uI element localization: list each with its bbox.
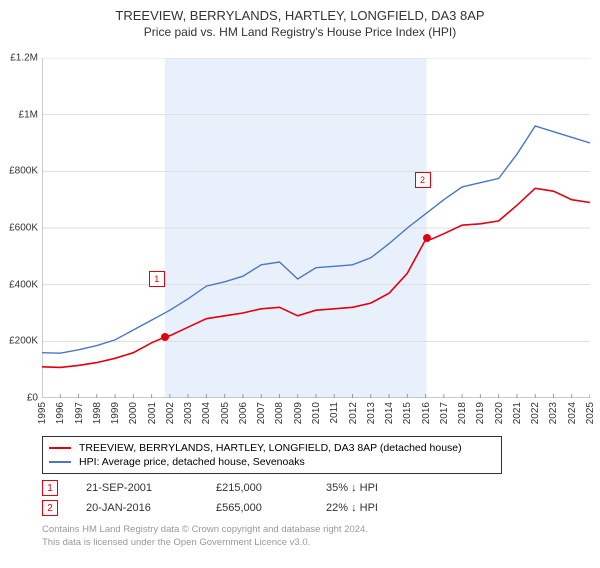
marker-badge-2: 2: [42, 500, 58, 516]
x-axis-label: 1996: [55, 402, 66, 424]
footer-line-1: Contains HM Land Registry data © Crown c…: [42, 524, 368, 537]
footer-line-2: This data is licensed under the Open Gov…: [42, 537, 368, 550]
x-axis-label: 2007: [256, 402, 267, 424]
txn-diff: 22% ↓ HPI: [326, 502, 436, 514]
x-axis-label: 1997: [74, 402, 85, 424]
chart-svg: [42, 58, 590, 398]
x-axis-label: 2018: [457, 402, 468, 424]
y-axis-label: £1M: [2, 109, 38, 120]
x-axis-label: 2021: [512, 402, 523, 424]
x-axis-label: 2024: [567, 402, 578, 424]
x-axis-label: 2012: [348, 402, 359, 424]
x-axis-label: 2016: [421, 402, 432, 424]
x-axis-label: 2023: [548, 402, 559, 424]
y-axis-label: £1.2M: [2, 53, 38, 64]
x-axis-label: 2004: [201, 402, 212, 424]
x-axis-label: 2003: [183, 402, 194, 424]
chart-subtitle: Price paid vs. HM Land Registry's House …: [0, 25, 600, 39]
txn-date: 21-SEP-2001: [86, 482, 216, 494]
chart-marker-label: 2: [415, 172, 431, 188]
x-axis-label: 2025: [585, 402, 596, 424]
chart-container: TREEVIEW, BERRYLANDS, HARTLEY, LONGFIELD…: [0, 8, 600, 568]
x-axis-label: 2019: [475, 402, 486, 424]
x-axis-label: 1998: [92, 402, 103, 424]
legend-label-hpi: HPI: Average price, detached house, Seve…: [79, 456, 305, 468]
x-axis-label: 2008: [274, 402, 285, 424]
x-axis-label: 1995: [37, 402, 48, 424]
txn-date: 20-JAN-2016: [86, 502, 216, 514]
transactions-table: 1 21-SEP-2001 £215,000 35% ↓ HPI 2 20-JA…: [42, 478, 436, 518]
x-axis-label: 2005: [220, 402, 231, 424]
x-axis-label: 2006: [238, 402, 249, 424]
x-axis-label: 2015: [402, 402, 413, 424]
x-axis-label: 2002: [165, 402, 176, 424]
legend-item-property: TREEVIEW, BERRYLANDS, HARTLEY, LONGFIELD…: [49, 441, 495, 455]
x-axis-label: 2020: [494, 402, 505, 424]
table-row: 1 21-SEP-2001 £215,000 35% ↓ HPI: [42, 478, 436, 498]
table-row: 2 20-JAN-2016 £565,000 22% ↓ HPI: [42, 498, 436, 518]
legend: TREEVIEW, BERRYLANDS, HARTLEY, LONGFIELD…: [42, 436, 502, 474]
x-axis-label: 2011: [329, 402, 340, 424]
y-axis-label: £600K: [2, 223, 38, 234]
y-axis-label: £200K: [2, 336, 38, 347]
x-axis-label: 2022: [530, 402, 541, 424]
txn-price: £215,000: [216, 482, 326, 494]
y-axis-label: £400K: [2, 279, 38, 290]
x-axis-label: 2009: [293, 402, 304, 424]
legend-swatch-property: [49, 447, 71, 449]
marker-badge-1: 1: [42, 480, 58, 496]
txn-diff: 35% ↓ HPI: [326, 482, 436, 494]
chart-title: TREEVIEW, BERRYLANDS, HARTLEY, LONGFIELD…: [0, 8, 600, 23]
footer: Contains HM Land Registry data © Crown c…: [42, 524, 368, 550]
x-axis-label: 2014: [384, 402, 395, 424]
x-axis-label: 2001: [147, 402, 158, 424]
y-axis-label: £0: [2, 393, 38, 404]
txn-price: £565,000: [216, 502, 326, 514]
legend-label-property: TREEVIEW, BERRYLANDS, HARTLEY, LONGFIELD…: [79, 442, 462, 454]
legend-item-hpi: HPI: Average price, detached house, Seve…: [49, 455, 495, 469]
x-axis-label: 2017: [439, 402, 450, 424]
x-axis-label: 2010: [311, 402, 322, 424]
chart-area: £0£200K£400K£600K£800K£1M£1.2M1995199619…: [42, 58, 590, 398]
x-axis-label: 2000: [128, 402, 139, 424]
x-axis-label: 1999: [110, 402, 121, 424]
chart-marker-label: 1: [149, 271, 165, 287]
x-axis-label: 2013: [366, 402, 377, 424]
legend-swatch-hpi: [49, 461, 71, 463]
y-axis-label: £800K: [2, 166, 38, 177]
